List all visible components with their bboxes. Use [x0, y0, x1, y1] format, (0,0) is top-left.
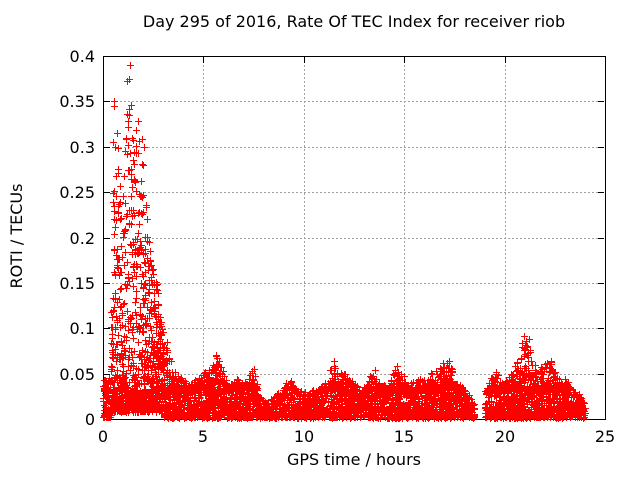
y-tick-label: 0.05 — [59, 365, 95, 384]
grid-lines — [104, 57, 604, 418]
y-tick-label: 0.1 — [69, 319, 95, 338]
y-tick-label: 0.3 — [69, 138, 95, 157]
y-tick-label: 0 — [84, 410, 95, 429]
y-tick-label: 0.25 — [59, 183, 95, 202]
x-axis-label: GPS time / hours — [287, 450, 421, 469]
chart-title: Day 295 of 2016, Rate Of TEC Index for r… — [142, 12, 566, 31]
x-tick-label: 0 — [97, 427, 109, 446]
y-tick-label: 0.35 — [59, 92, 95, 111]
x-tick-label: 15 — [393, 427, 415, 446]
scatter-points — [100, 62, 589, 422]
y-axis-label: ROTI / TECUs — [7, 183, 26, 289]
x-tick-label: 5 — [197, 427, 209, 446]
x-tick-label: 20 — [494, 427, 516, 446]
y-tick-label: 0.2 — [69, 229, 95, 248]
y-tick-label: 0.4 — [69, 47, 95, 66]
x-tick-label: 10 — [293, 427, 315, 446]
x-tick-label: 25 — [594, 427, 616, 446]
y-tick-label: 0.15 — [59, 274, 95, 293]
